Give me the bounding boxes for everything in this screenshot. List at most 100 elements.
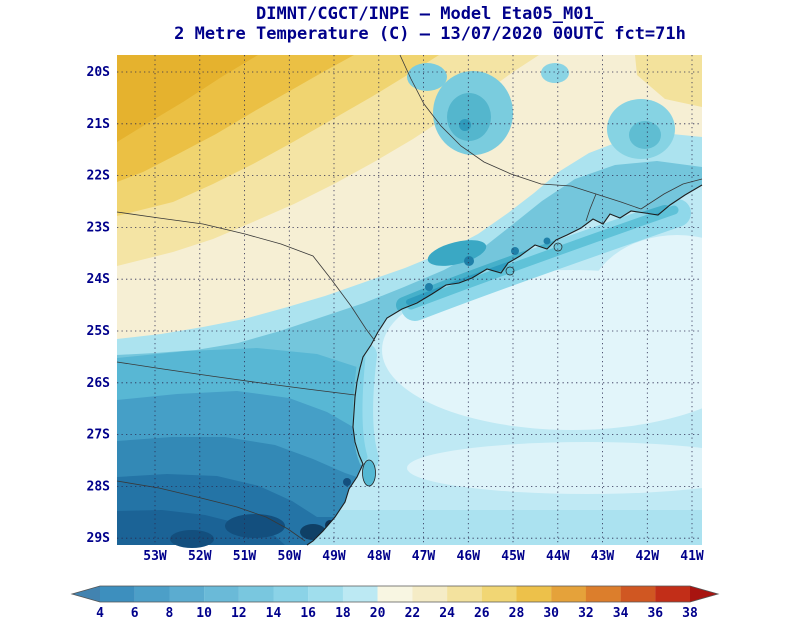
coldest-speck bbox=[511, 247, 519, 255]
cold-patch-highlands-core bbox=[447, 93, 491, 141]
state-border bbox=[399, 54, 642, 210]
colorbar-tick-label: 10 bbox=[196, 606, 212, 618]
colorbar-segment bbox=[169, 586, 205, 602]
lat-tick-label: 26S bbox=[87, 376, 111, 391]
colorbar-tick-label: 20 bbox=[370, 606, 386, 618]
coldest-pocket bbox=[343, 478, 351, 486]
colorbar-tick-label: 28 bbox=[509, 606, 525, 618]
colorbar-tick-label: 18 bbox=[335, 606, 351, 618]
colorbar-tick-label: 4 bbox=[96, 606, 104, 618]
colorbar-tick-labels: 4 6 8 10 12 14 16 18 20 22 24 26 28 30 3… bbox=[96, 606, 698, 618]
coldest-speck bbox=[464, 256, 474, 266]
colorbar-tick-label: 8 bbox=[165, 606, 173, 618]
state-border bbox=[640, 178, 703, 210]
lon-tick-label: 45W bbox=[501, 549, 525, 564]
colorbar-segment bbox=[516, 586, 552, 602]
title-line-2: 2 Metre Temperature (C) — 13/07/2020 00U… bbox=[174, 24, 686, 44]
lon-tick-label: 50W bbox=[278, 549, 302, 564]
lat-tick-label: 28S bbox=[87, 479, 111, 494]
colorbar-tick-label: 24 bbox=[439, 606, 455, 618]
colorbar-segment bbox=[655, 586, 691, 602]
coldest-speck bbox=[543, 237, 551, 245]
colorbar-segment bbox=[273, 586, 309, 602]
colorbar-segment bbox=[238, 586, 274, 602]
graticule-horizontal bbox=[117, 71, 702, 539]
cold-patch-east-core bbox=[629, 121, 661, 149]
colorbar-segment bbox=[447, 586, 482, 602]
colorbar-arrow-right bbox=[690, 586, 718, 602]
lon-tick-label: 41W bbox=[680, 549, 704, 564]
colorbar-tick-label: 12 bbox=[231, 606, 247, 618]
colorbar-segment bbox=[412, 586, 448, 602]
colorbar-segment bbox=[551, 586, 586, 602]
coldest-pocket bbox=[225, 514, 285, 538]
colorbar-segment bbox=[100, 586, 135, 602]
colorbar-tick-label: 32 bbox=[578, 606, 594, 618]
lon-tick-label: 53W bbox=[143, 549, 167, 564]
lat-tick-label: 24S bbox=[87, 272, 111, 287]
nearshore-band-north-core bbox=[406, 205, 679, 310]
lon-tick-label: 43W bbox=[591, 549, 615, 564]
colorbar-segment bbox=[481, 586, 517, 602]
state-border bbox=[585, 193, 597, 222]
colorbar-segment bbox=[134, 586, 170, 602]
island-florianopolis bbox=[362, 459, 376, 487]
colorbar-arrow-left bbox=[72, 586, 100, 602]
lat-tick-label: 21S bbox=[87, 117, 111, 132]
lon-tick-label: 49W bbox=[322, 549, 346, 564]
map-plot-area bbox=[116, 54, 703, 548]
colorbar-segment bbox=[585, 586, 621, 602]
ocean-mild-stripe bbox=[407, 442, 702, 494]
cold-patch bbox=[407, 63, 447, 91]
ocean-temperature-field bbox=[307, 185, 702, 545]
lon-tick-label: 46W bbox=[457, 549, 481, 564]
ocean-south-band bbox=[307, 510, 702, 545]
ocean-mild-core-20-22c bbox=[587, 235, 702, 375]
lat-tick-label: 29S bbox=[87, 531, 111, 546]
colorbar-segment bbox=[308, 586, 343, 602]
lat-tick-label: 27S bbox=[87, 428, 111, 443]
temp-band-24-26c-northeast bbox=[635, 55, 702, 107]
lon-tick-label: 48W bbox=[367, 549, 391, 564]
lat-axis: 20S 21S 22S 23S 24S 25S 26S 27S 28S 29S bbox=[87, 65, 111, 546]
cold-patch bbox=[541, 63, 569, 83]
colorbar-segment bbox=[342, 586, 378, 602]
lat-tick-label: 25S bbox=[87, 324, 111, 339]
colorbar-tick-label: 6 bbox=[131, 606, 139, 618]
colorbar-segment bbox=[620, 586, 656, 602]
lon-tick-label: 52W bbox=[188, 549, 212, 564]
coastline bbox=[306, 184, 703, 546]
colorbar-outline bbox=[70, 585, 720, 603]
lon-tick-label: 51W bbox=[233, 549, 257, 564]
coldest-speck bbox=[425, 283, 433, 291]
colorbar-tick-label: 34 bbox=[613, 606, 629, 618]
lat-tick-label: 23S bbox=[87, 220, 111, 235]
state-border bbox=[116, 480, 306, 542]
colorbar-segment bbox=[377, 586, 413, 602]
colorbar bbox=[70, 585, 720, 603]
title-line-1: DIMNT/CGCT/INPE — Model Eta05_M01_ bbox=[256, 4, 605, 24]
colorbar-segment bbox=[204, 586, 239, 602]
lon-tick-label: 47W bbox=[412, 549, 436, 564]
colorbar-tick-label: 16 bbox=[300, 606, 316, 618]
state-border bbox=[116, 211, 376, 342]
lon-tick-label: 44W bbox=[546, 549, 570, 564]
coldest-pocket bbox=[170, 530, 214, 548]
colorbar-tick-label: 14 bbox=[266, 606, 282, 618]
temp-band-28-30c-core bbox=[117, 55, 258, 142]
state-border bbox=[116, 361, 356, 396]
lon-tick-label: 42W bbox=[636, 549, 660, 564]
state-borders bbox=[116, 54, 703, 542]
colorbar-tick-label: 22 bbox=[405, 606, 421, 618]
colorbar-tick-label: 30 bbox=[543, 606, 559, 618]
cold-patch-speck bbox=[459, 119, 471, 131]
island bbox=[553, 242, 563, 252]
colorbar-tick-label: 26 bbox=[474, 606, 490, 618]
colorbar-tick-label: 36 bbox=[647, 606, 663, 618]
lat-tick-label: 20S bbox=[87, 65, 111, 80]
lat-tick-label: 22S bbox=[87, 169, 111, 184]
colorbar-tick-label: 38 bbox=[682, 606, 698, 618]
island bbox=[505, 266, 515, 276]
